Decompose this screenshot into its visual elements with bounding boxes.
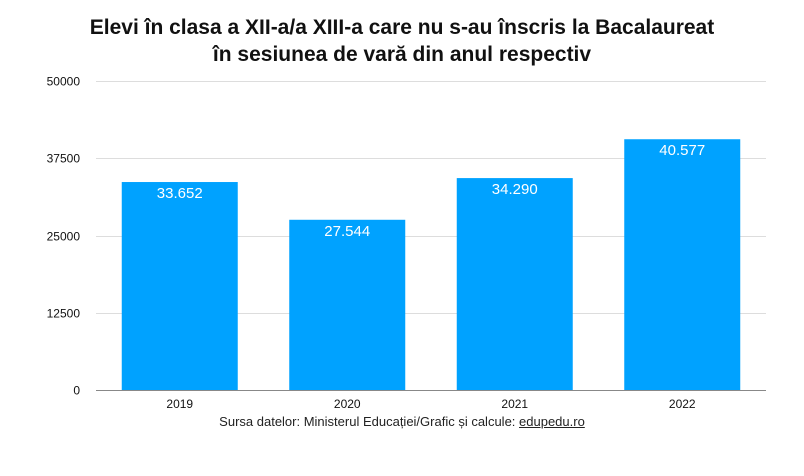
x-tick-label-2021: 2021 bbox=[501, 397, 528, 411]
bar-2021 bbox=[456, 178, 573, 390]
bars: 33.652 27.544 34.290 40.577 bbox=[121, 139, 741, 390]
x-tick-label-2022: 2022 bbox=[669, 397, 696, 411]
y-axis-ticks: 0 12500 25000 37500 50000 bbox=[47, 75, 81, 398]
bar-2019 bbox=[121, 182, 238, 390]
source-link[interactable]: edupedu.ro bbox=[519, 414, 585, 429]
y-tick-label: 50000 bbox=[47, 75, 81, 89]
bar-2022 bbox=[624, 139, 741, 390]
source-note: Sursa datelor: Ministerul Educației/Graf… bbox=[0, 414, 804, 429]
bar-2020 bbox=[289, 219, 406, 390]
x-axis-ticks: 2019 2020 2021 2022 bbox=[166, 397, 696, 411]
bar-value-label-2020: 27.544 bbox=[324, 223, 370, 240]
bar-value-label-2019: 33.652 bbox=[157, 185, 203, 202]
chart-title-line-1: Elevi în clasa a XII-a/a XIII-a care nu … bbox=[89, 16, 715, 39]
chart-title: Elevi în clasa a XII-a/a XIII-a care nu … bbox=[0, 14, 804, 68]
bar-value-label-2022: 40.577 bbox=[659, 142, 705, 159]
x-tick-label-2020: 2020 bbox=[334, 397, 361, 411]
y-tick-label: 25000 bbox=[47, 230, 81, 244]
y-tick-label: 12500 bbox=[47, 307, 81, 321]
source-text: Sursa datelor: Ministerul Educației/Graf… bbox=[219, 414, 520, 429]
y-tick-label: 0 bbox=[73, 384, 80, 398]
y-tick-label: 37500 bbox=[47, 152, 81, 166]
chart-title-line-2: în sesiunea de vară din anul respectiv bbox=[212, 43, 592, 66]
x-tick-label-2019: 2019 bbox=[166, 397, 193, 411]
bar-value-label-2021: 34.290 bbox=[492, 181, 538, 198]
